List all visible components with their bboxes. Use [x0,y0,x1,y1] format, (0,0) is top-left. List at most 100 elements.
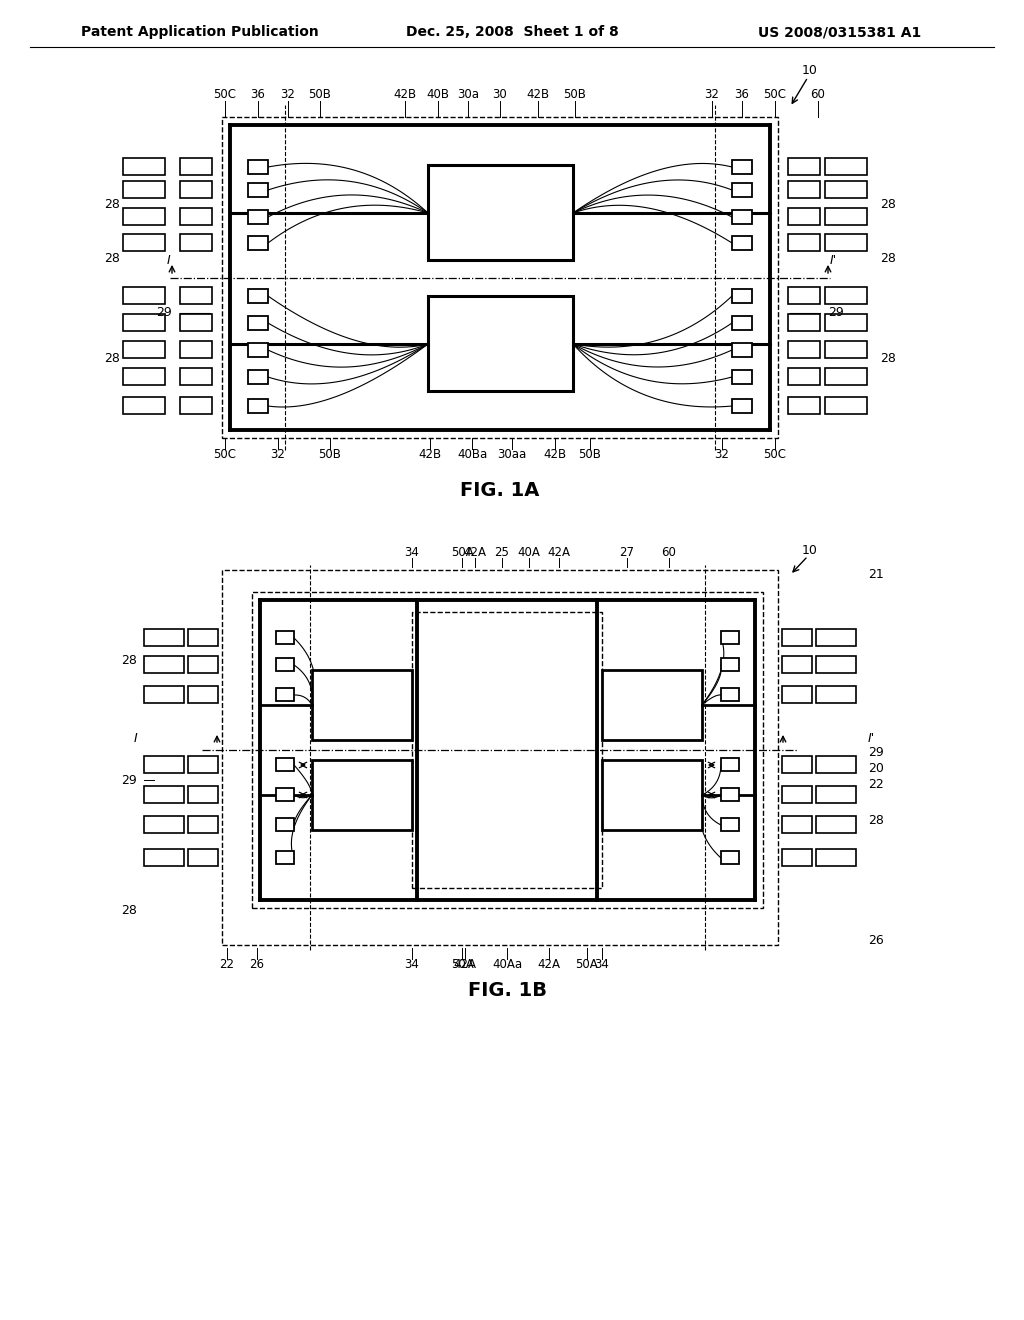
Bar [188,816,218,833]
Bar [782,630,812,645]
Bar [825,158,867,176]
Bar [732,210,752,224]
Text: 60: 60 [662,545,677,558]
Text: US 2008/0315381 A1: US 2008/0315381 A1 [759,25,922,40]
Text: 22: 22 [219,958,234,972]
Text: 42A: 42A [464,545,486,558]
Text: 60: 60 [811,88,825,102]
Bar [180,314,212,331]
Bar [248,370,268,384]
Bar [248,183,268,197]
Bar [248,236,268,249]
Bar [123,341,165,358]
Text: 28: 28 [880,252,896,264]
Bar [248,399,268,413]
Bar [180,234,212,251]
Text: 28: 28 [868,813,884,826]
Bar [123,181,165,198]
Text: 28: 28 [121,653,137,667]
Bar [252,591,763,908]
Text: 40Aa: 40Aa [492,958,522,972]
Text: 28: 28 [880,351,896,364]
Bar [180,341,212,358]
Bar [721,851,739,865]
Text: 42B: 42B [393,88,417,102]
Text: 27: 27 [620,545,635,558]
Bar [123,158,165,176]
Text: I: I [166,253,170,267]
Text: 50B: 50B [579,449,601,462]
Bar [788,209,820,224]
Text: 28: 28 [121,903,137,916]
Bar [788,181,820,198]
Bar [816,756,856,774]
Bar [180,209,212,224]
Bar [721,818,739,832]
Bar [248,315,268,330]
Bar [123,397,165,414]
Text: 26: 26 [250,958,264,972]
Bar [276,851,294,865]
Bar [123,234,165,251]
Bar [248,160,268,174]
Text: 40B: 40B [427,88,450,102]
Text: 32: 32 [705,88,720,102]
Bar [825,314,867,331]
Text: 34: 34 [404,545,420,558]
Text: 29: 29 [828,306,844,319]
Bar [312,671,412,741]
Text: I': I' [830,253,838,267]
Bar [180,158,212,176]
Text: Patent Application Publication: Patent Application Publication [81,25,318,40]
Bar [144,756,184,774]
Bar [816,785,856,803]
Bar [732,370,752,384]
Text: 28: 28 [104,351,120,364]
Bar [788,286,820,304]
Bar [412,612,602,888]
Bar [276,631,294,644]
Text: 32: 32 [270,449,286,462]
Bar [428,165,573,260]
Bar [222,570,778,945]
Bar [123,368,165,385]
Bar [180,368,212,385]
Text: 32: 32 [281,88,296,102]
Text: 42A: 42A [538,958,560,972]
Bar [825,397,867,414]
Bar [602,760,702,830]
Bar [188,686,218,704]
Bar [782,656,812,673]
Text: 29: 29 [868,746,884,759]
Bar [782,816,812,833]
Bar [721,631,739,644]
Bar [721,758,739,771]
Text: 42B: 42B [526,88,550,102]
Text: 36: 36 [734,88,750,102]
Text: 50C: 50C [764,449,786,462]
Bar [782,686,812,704]
Text: 29: 29 [157,306,172,319]
Bar [144,656,184,673]
Bar [180,286,212,304]
Bar [222,117,778,438]
Text: I: I [133,731,137,744]
Bar [144,630,184,645]
Text: 25: 25 [495,545,509,558]
Text: 50B: 50B [318,449,341,462]
Bar [825,368,867,385]
Bar [816,630,856,645]
Bar [816,656,856,673]
Text: 42B: 42B [419,449,441,462]
Bar [782,849,812,866]
Bar [721,688,739,701]
Text: 29: 29 [121,774,137,787]
Bar [180,397,212,414]
Text: 34: 34 [595,958,609,972]
Bar [816,849,856,866]
Bar [788,341,820,358]
Bar [248,210,268,224]
Bar [732,315,752,330]
Bar [816,816,856,833]
Bar [312,760,412,830]
